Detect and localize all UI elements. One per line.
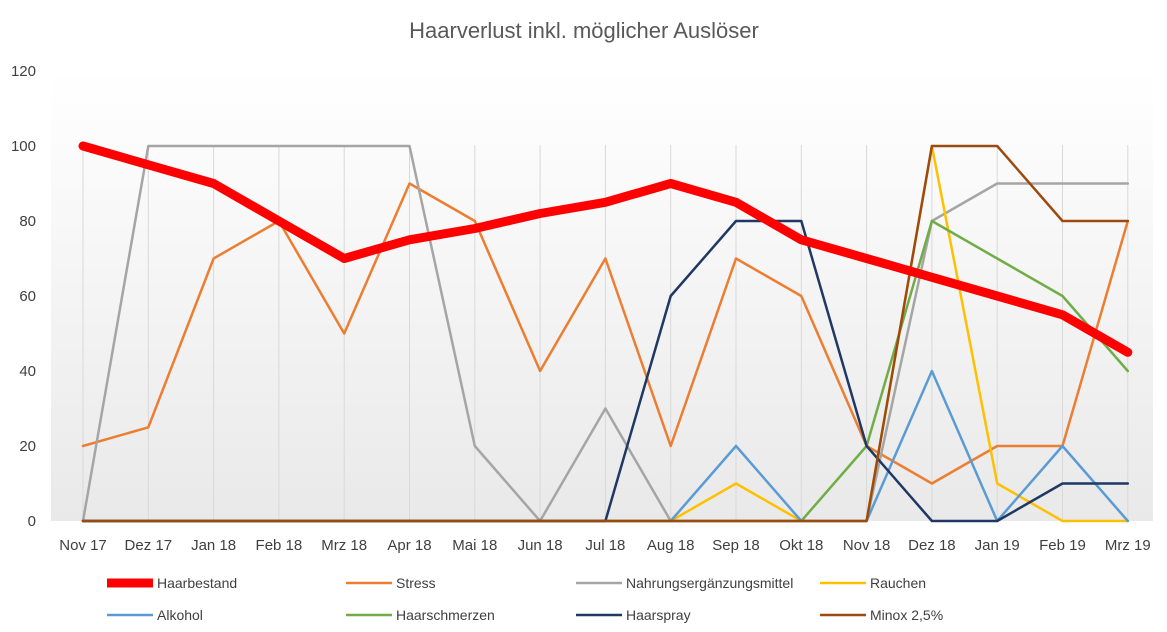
- x-tick-label: Feb 19: [1039, 537, 1086, 554]
- y-tick-label: 60: [19, 288, 36, 305]
- x-axis-ticks: Nov 17 Dez 17 Jan 18 Feb 18 Mrz 18 Apr 18 Mai …: [59, 537, 1150, 554]
- y-tick-label: 40: [19, 363, 36, 380]
- x-tick-label: Mai 18: [452, 537, 497, 554]
- x-tick-label: Jan 18: [191, 537, 236, 554]
- x-tick-label: Okt 18: [779, 537, 823, 554]
- vertical-gridlines: [82, 145, 1129, 521]
- y-tick-label: 100: [11, 138, 36, 155]
- y-tick-label: 20: [19, 438, 36, 455]
- x-tick-label: Dez 17: [125, 537, 173, 554]
- y-tick-label: 120: [11, 63, 36, 80]
- chart-title: Haarverlust inkl. möglicher Auslöser: [409, 18, 759, 43]
- legend-label: Rauchen: [870, 575, 926, 591]
- legend-label: Alkohol: [157, 607, 203, 623]
- y-axis-ticks: 0 20 40 60 80 100 120: [11, 63, 36, 530]
- legend: Haarbestand Stress Nahrungsergänzungsmitte…: [107, 575, 943, 623]
- x-tick-label: Jan 19: [975, 537, 1020, 554]
- series-line: [81, 144, 1130, 523]
- series-line: [81, 144, 1130, 523]
- x-tick-label: Nov 18: [843, 537, 891, 554]
- x-tick-label: Mrz 18: [321, 537, 367, 554]
- series-line: [81, 182, 1130, 485]
- x-tick-label: Nov 17: [59, 537, 107, 554]
- legend-label: Haarschmerzen: [396, 607, 495, 623]
- series-line: [78, 141, 1133, 357]
- x-tick-label: Jul 18: [585, 537, 625, 554]
- x-tick-label: Aug 18: [647, 537, 695, 554]
- x-tick-label: Jun 18: [518, 537, 563, 554]
- x-tick-label: Dez 18: [908, 537, 956, 554]
- x-tick-label: Feb 18: [256, 537, 303, 554]
- y-tick-label: 0: [28, 513, 36, 530]
- legend-label: Nahrungsergänzungsmittel: [626, 575, 793, 591]
- x-tick-label: Sep 18: [712, 537, 760, 554]
- series-lines: [78, 141, 1133, 523]
- legend-label: Stress: [396, 575, 436, 591]
- y-tick-label: 80: [19, 213, 36, 230]
- x-tick-label: Apr 18: [387, 537, 431, 554]
- legend-label: Minox 2,5%: [870, 607, 943, 623]
- legend-label: Haarbestand: [157, 575, 237, 591]
- x-tick-label: Mrz 19: [1105, 537, 1151, 554]
- legend-label: Haarspray: [626, 607, 691, 623]
